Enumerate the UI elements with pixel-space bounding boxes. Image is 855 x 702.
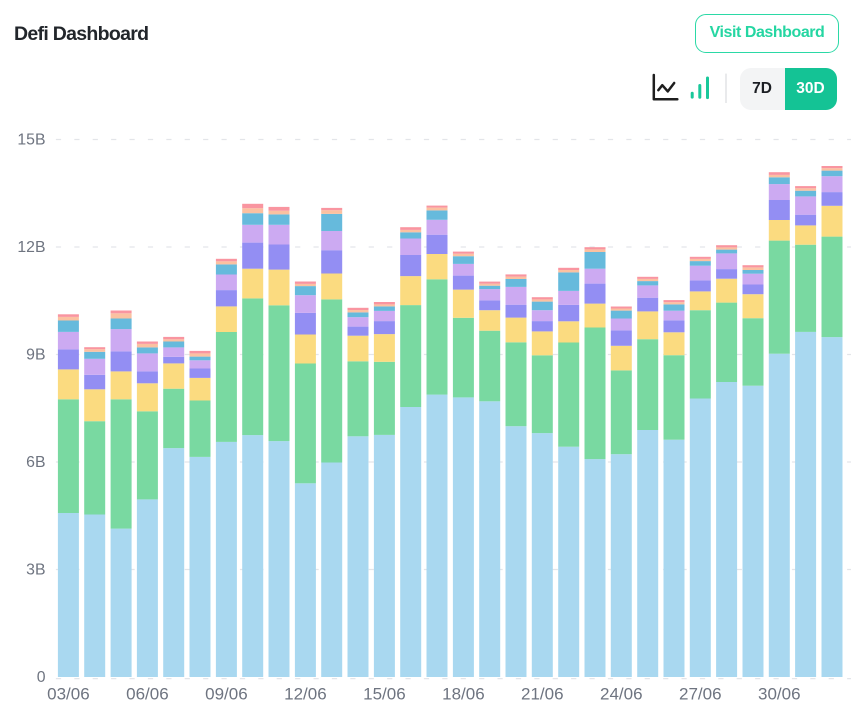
svg-text:12/06: 12/06	[284, 685, 327, 702]
svg-text:21/06: 21/06	[521, 685, 564, 702]
svg-text:24/06: 24/06	[600, 685, 643, 702]
svg-text:15/06: 15/06	[363, 685, 406, 702]
svg-text:09/06: 09/06	[205, 685, 248, 702]
svg-text:03/06: 03/06	[47, 685, 90, 702]
svg-text:3B: 3B	[26, 562, 45, 579]
svg-text:27/06: 27/06	[679, 685, 722, 702]
svg-text:12B: 12B	[17, 239, 45, 256]
svg-text:06/06: 06/06	[126, 685, 169, 702]
svg-text:9B: 9B	[26, 347, 45, 364]
svg-text:0: 0	[37, 669, 46, 686]
svg-text:15B: 15B	[17, 132, 45, 149]
svg-text:6B: 6B	[26, 454, 45, 471]
svg-text:30/06: 30/06	[758, 685, 801, 702]
svg-text:18/06: 18/06	[442, 685, 485, 702]
